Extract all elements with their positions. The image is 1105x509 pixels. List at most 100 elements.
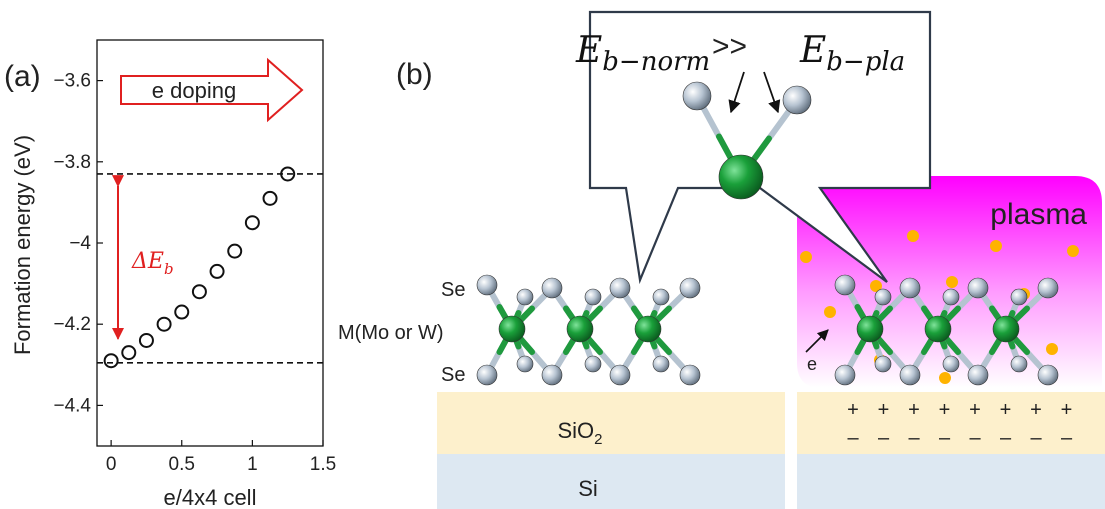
chalcogen-atom [967,277,989,299]
chalcogen-atom-back [652,355,670,373]
metal-atom [992,315,1020,343]
plasma-label: plasma [990,198,1087,231]
electron-arrow [805,329,829,353]
electron [990,240,1002,252]
chalcogen-atom-back [942,288,960,306]
chalcogen-atom [1037,364,1059,386]
positive-charges: + + + + + + + + [847,399,1072,421]
y-tick-label: −4.2 [53,314,91,335]
minus-charge: – [939,427,951,449]
chalcogen-atom [834,364,856,386]
si-label: Si [578,476,598,501]
data-points [103,166,296,369]
chalcogen-atom [682,81,712,111]
dashed-reference-lines [97,173,323,364]
e-doping-label: e doping [152,78,236,103]
electron [946,276,958,288]
chalcogen-atom-back [584,288,602,306]
electron-label: e [807,354,817,374]
negative-charges: – – – – – – – – [847,427,1073,449]
electron [800,251,812,263]
minus-charge: – [908,427,920,449]
bubble-molecule [682,81,812,200]
metal-atom [856,315,884,343]
chalcogen-atom [679,277,701,299]
metal-atom [566,315,594,343]
y-axis-label: Formation energy (eV) [10,135,35,355]
minus-charge: – [1061,427,1073,449]
sio2-layer [437,392,785,454]
plus-charge: + [847,399,859,421]
lattice-plasma [834,274,1059,386]
plus-charge: + [908,399,920,421]
chalcogen-atom [541,364,563,386]
chalcogen-atom [899,364,921,386]
x-tick-label: 0.5 [169,454,195,475]
minus-charge: – [1030,427,1042,449]
plus-charge: + [1030,399,1042,421]
plus-charge: + [878,399,890,421]
arrow-to-right-bond [763,71,781,114]
minus-charge: – [1000,427,1012,449]
panel-b-label: (b) [396,58,433,91]
electron [870,280,882,292]
chalcogen-atom [541,277,563,299]
se-top-label: Se [441,279,465,301]
x-axis-ticks: 0 0.5 1 1.5 [106,440,336,475]
y-tick-label: −3.6 [53,71,91,92]
chalcogen-atom [834,274,856,296]
chalcogen-atom-back [516,288,534,306]
x-tick-label: 0 [106,454,117,475]
chalcogen-atom [609,364,631,386]
much-greater-sign: >> [712,30,747,63]
delta-eb-label: ΔEb [131,249,174,278]
chalcogen-atom-back [942,355,960,373]
arrow-to-left-bond [728,71,745,114]
chalcogen-atom-back [874,355,892,373]
data-point [209,263,225,279]
data-point [121,345,137,361]
chalcogen-atom-back [874,288,892,306]
metal-atom [634,315,662,343]
x-axis-label: e/4x4 cell [164,485,257,509]
minus-charge: – [847,427,859,449]
data-point [280,166,296,182]
metal-label: M(Mo or W) [338,322,444,344]
plus-charge: + [1061,399,1073,421]
panel-a-label: (a) [4,60,41,93]
si-layer-plasma [797,454,1105,509]
electron [939,372,951,384]
data-point [244,215,260,231]
chalcogen-atom-back [652,288,670,306]
y-tick-label: −4.4 [53,395,91,416]
plus-charge: + [969,399,981,421]
electron [824,306,836,318]
chalcogen-atom [967,364,989,386]
chalcogen-atom [1037,277,1059,299]
eb-norm-term: Eb−norm [575,30,710,77]
sio2-layer-plasma [797,392,1105,454]
chalcogen-atom [782,85,812,115]
minus-charge: – [878,427,890,449]
metal-atom [498,315,526,343]
electron [1067,245,1079,257]
e-doping-arrow [120,57,304,123]
sio2-label: SiO2 [557,418,602,448]
y-axis-ticks: −3.6 −3.8 −4 −4.2 −4.4 [53,71,103,416]
minus-charge: – [969,427,981,449]
lattice-normal [476,274,701,386]
x-tick-label: 1.5 [310,454,336,475]
plus-charge: + [1000,399,1012,421]
eb-pla-term: Eb−pla [799,30,905,77]
electron [907,230,919,242]
y-tick-label: −3.8 [53,152,91,173]
chalcogen-atom [476,364,498,386]
x-tick-label: 1 [247,454,258,475]
plus-charge: + [939,399,951,421]
chalcogen-atom [899,277,921,299]
data-point [191,284,207,300]
data-point [156,316,172,332]
chalcogen-atom-back [1010,355,1028,373]
chalcogen-atom-back [1010,288,1028,306]
